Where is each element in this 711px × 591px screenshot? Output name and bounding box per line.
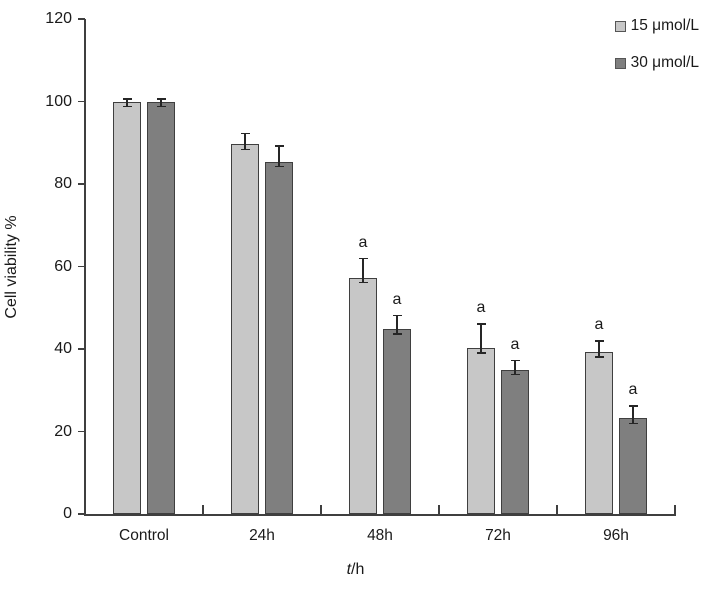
error-bar-cap-top bbox=[122, 98, 132, 100]
error-bar-whisker bbox=[514, 360, 516, 375]
x-tick-1 bbox=[202, 505, 204, 514]
error-bar-cap-bottom bbox=[240, 148, 250, 151]
x-category-label-48h: 48h bbox=[367, 527, 393, 544]
error-bar-cap-bottom bbox=[274, 165, 284, 168]
significance-label-30-mol-l-96h: a bbox=[628, 380, 638, 398]
y-tick-label-0: 0 bbox=[63, 505, 72, 522]
x-category-label-72h: 72h bbox=[485, 527, 511, 544]
significance-label-30-mol-l-48h: a bbox=[392, 290, 402, 308]
y-tick-label-60: 60 bbox=[54, 257, 72, 275]
legend-label: 30 μmol/L bbox=[630, 54, 699, 71]
y-tick-20 bbox=[78, 430, 85, 433]
y-tick-80 bbox=[78, 183, 85, 185]
error-bar-cap-bottom bbox=[358, 281, 368, 284]
y-tick-40 bbox=[78, 348, 85, 350]
bar-30-mol-l-24h bbox=[265, 161, 293, 514]
error-bar-whisker bbox=[126, 99, 128, 107]
error-bar-cap-bottom bbox=[594, 356, 604, 358]
legend-swatch-icon bbox=[614, 20, 626, 32]
error-bar-cap-bottom bbox=[392, 333, 402, 335]
significance-label-15-mol-l-72h: a bbox=[476, 298, 486, 316]
error-bar-cap-top bbox=[392, 314, 402, 317]
error-bar-cap-bottom bbox=[156, 105, 166, 108]
error-bar-whisker bbox=[362, 258, 364, 283]
significance-label-30-mol-l-72h: a bbox=[510, 335, 520, 353]
bar-15-mol-l-48h bbox=[349, 277, 377, 514]
significance-label-15-mol-l-96h: a bbox=[594, 316, 604, 334]
y-tick-120 bbox=[78, 18, 85, 20]
error-bar-cap-top bbox=[240, 132, 250, 135]
bar-30-mol-l-48h bbox=[383, 328, 411, 514]
error-bar-whisker bbox=[632, 405, 634, 424]
bar-15-mol-l-72h bbox=[467, 347, 495, 514]
y-tick-label-100: 100 bbox=[45, 92, 72, 110]
x-tick-3 bbox=[438, 505, 440, 514]
x-axis-line bbox=[84, 514, 676, 516]
x-category-label-96h: 96h bbox=[603, 527, 629, 544]
x-axis-title-unit: /h bbox=[351, 561, 365, 578]
x-tick-2 bbox=[320, 505, 322, 514]
y-tick-label-120: 120 bbox=[45, 10, 72, 27]
x-category-label-control: Control bbox=[119, 527, 169, 544]
error-bar-cap-top bbox=[358, 257, 368, 260]
bar-15-mol-l-96h bbox=[585, 351, 613, 514]
error-bar-whisker bbox=[278, 146, 280, 167]
x-axis-title: t/h bbox=[0, 561, 711, 579]
error-bar-cap-bottom bbox=[476, 352, 486, 354]
x-category-label-24h: 24h bbox=[249, 527, 275, 544]
legend-item-15-mol-l: 15 μmol/L bbox=[614, 15, 699, 37]
y-tick-label-80: 80 bbox=[54, 175, 72, 192]
legend-item-30-mol-l: 30 μmol/L bbox=[614, 52, 699, 74]
error-bar-whisker bbox=[160, 99, 162, 107]
error-bar-cap-top bbox=[476, 323, 486, 325]
legend-swatch-icon bbox=[614, 57, 626, 69]
error-bar-cap-top bbox=[628, 405, 638, 407]
error-bar-cap-top bbox=[156, 98, 166, 100]
error-bar-cap-top bbox=[510, 359, 520, 362]
error-bar-cap-top bbox=[594, 340, 604, 342]
x-tick-5 bbox=[674, 505, 676, 514]
bar-15-mol-l-control bbox=[113, 101, 141, 514]
legend: 15 μmol/L 30 μmol/L bbox=[614, 15, 699, 89]
bar-15-mol-l-24h bbox=[231, 144, 259, 514]
y-axis-line bbox=[84, 19, 86, 516]
error-bar-whisker bbox=[244, 133, 246, 150]
bar-30-mol-l-96h bbox=[619, 418, 647, 514]
error-bar-cap-bottom bbox=[122, 105, 132, 108]
error-bar-cap-bottom bbox=[510, 373, 520, 376]
error-bar-cap-top bbox=[274, 145, 284, 147]
x-axis-title-variable: t bbox=[346, 561, 352, 578]
x-tick-4 bbox=[556, 505, 558, 514]
y-tick-100 bbox=[78, 100, 85, 103]
legend-label: 15 μmol/L bbox=[630, 17, 699, 34]
error-bar-whisker bbox=[598, 341, 600, 357]
y-tick-60 bbox=[78, 265, 85, 268]
error-bar-cap-bottom bbox=[628, 422, 638, 425]
y-tick-label-20: 20 bbox=[54, 422, 72, 440]
error-bar-whisker bbox=[480, 323, 482, 353]
bar-30-mol-l-control bbox=[147, 101, 175, 514]
y-tick-label-40: 40 bbox=[54, 340, 72, 357]
y-tick-0 bbox=[78, 513, 85, 515]
bar-30-mol-l-72h bbox=[501, 369, 529, 514]
error-bar-whisker bbox=[396, 315, 398, 334]
significance-label-15-mol-l-48h: a bbox=[358, 233, 368, 251]
